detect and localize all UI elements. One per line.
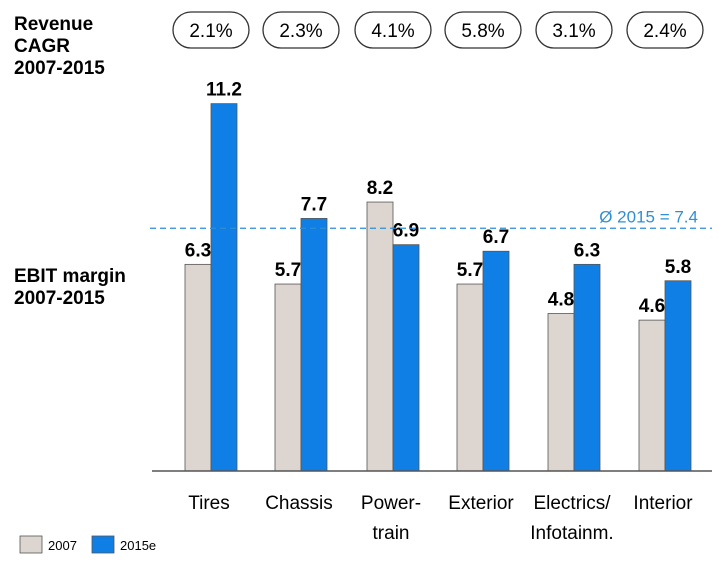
revenue-cagr-pills: 2.1% 2.3% 4.1% 5.8% 3.1% 2.4%: [172, 11, 704, 49]
value-label: 5.7: [275, 260, 301, 281]
revenue-cagr-pill: [535, 11, 613, 49]
revenue-label-line3: 2007-2015: [14, 58, 105, 79]
bar-2007: [366, 201, 394, 472]
revenue-label-line1: Revenue: [14, 14, 94, 35]
bar-2015e: [664, 280, 692, 472]
bar-2015e: [300, 218, 328, 472]
revenue-cagr-value: 2.3%: [279, 21, 322, 42]
category-label: Interior: [633, 493, 693, 514]
category-label: Power-: [361, 493, 421, 514]
value-label: 7.7: [301, 194, 327, 215]
bars-group: 6.311.25.77.78.26.95.76.74.86.34.65.8: [184, 80, 692, 472]
value-label: 5.8: [665, 257, 691, 278]
bar-2007: [456, 283, 484, 472]
value-label: 6.3: [574, 240, 600, 261]
bar-2015e: [573, 263, 601, 472]
revenue-cagr-pill: [262, 11, 340, 49]
category-label: Chassis: [265, 493, 333, 514]
revenue-cagr-value: 4.1%: [371, 21, 414, 42]
bar-2015e: [210, 103, 238, 472]
legend-swatch: [91, 535, 115, 554]
average-line-group: Ø 2015 = 7.4: [150, 207, 712, 229]
value-label: 6.9: [393, 221, 419, 242]
bar-2007: [638, 319, 666, 472]
category-labels: Tires Chassis Power-train Exterior Electrics…: [188, 493, 693, 544]
legend: 2007 2015e: [19, 535, 156, 554]
value-label: 5.7: [457, 260, 483, 281]
value-label: 4.6: [639, 296, 665, 317]
average-2015-label: Ø 2015 = 7.4: [599, 207, 698, 226]
revenue-cagr-value: 2.4%: [643, 21, 686, 42]
legend-label: 2015e: [120, 538, 156, 553]
category-label: train: [373, 523, 410, 544]
revenue-cagr-pill: [172, 11, 250, 49]
revenue-cagr-pill: [444, 11, 522, 49]
category-label: Electrics/: [533, 493, 611, 514]
revenue-cagr-pill: [354, 11, 432, 49]
category-label: Tires: [188, 493, 230, 514]
bar-2007: [184, 263, 212, 472]
revenue-label-line2: CAGR: [14, 36, 70, 57]
ebit-label-line1: EBIT margin: [14, 266, 126, 287]
legend-swatch: [19, 535, 43, 554]
legend-label: 2007: [48, 538, 77, 553]
bar-2015e: [392, 244, 420, 472]
revenue-cagr-pill: [626, 11, 704, 49]
value-label: 6.7: [483, 227, 509, 248]
value-label: 11.2: [206, 80, 242, 101]
value-label: 6.3: [185, 240, 211, 261]
bar-2015e: [482, 250, 510, 472]
bar-2007: [547, 313, 575, 472]
value-label: 4.8: [548, 290, 574, 311]
ebit-margin-label: EBIT margin 2007-2015: [14, 266, 126, 310]
category-label: Infotainm.: [530, 523, 613, 544]
revenue-cagr-label: Revenue CAGR 2007-2015: [14, 14, 105, 80]
revenue-cagr-value: 3.1%: [552, 21, 595, 42]
ebit-label-line2: 2007-2015: [14, 288, 105, 309]
category-label: Exterior: [448, 493, 514, 514]
bar-2007: [274, 283, 302, 472]
value-label: 8.2: [367, 178, 393, 199]
revenue-cagr-value: 5.8%: [461, 21, 504, 42]
revenue-cagr-value: 2.1%: [189, 21, 232, 42]
